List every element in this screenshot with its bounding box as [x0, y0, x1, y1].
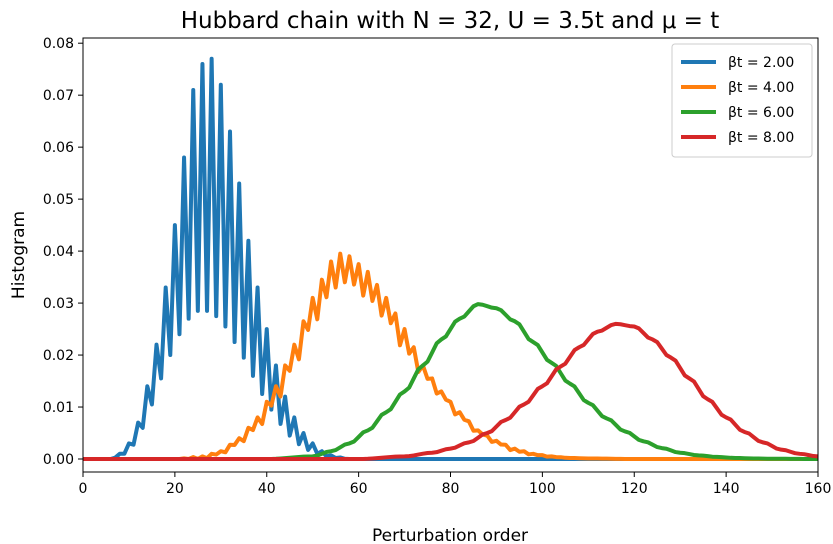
- x-tick-label: 40: [258, 481, 276, 497]
- x-tick-label: 60: [350, 481, 368, 497]
- x-axis-label: Perturbation order: [372, 526, 528, 544]
- x-tick-label: 160: [805, 481, 832, 497]
- x-tick-label: 120: [621, 481, 648, 497]
- series-line-3: [83, 321, 818, 462]
- legend-label: βt = 6.00: [728, 105, 794, 121]
- legend-box: [671, 43, 813, 158]
- series-line-1: [83, 251, 818, 462]
- x-tick-label: 100: [529, 481, 556, 497]
- legend-label: βt = 2.00: [728, 55, 794, 71]
- y-axis-label: Histogram: [9, 211, 29, 299]
- y-tick-label: 0.05: [43, 192, 74, 208]
- legend: βt = 2.00 βt = 4.00 βt = 6.00 βt = 8.00: [671, 43, 813, 158]
- x-tick-label: 80: [442, 481, 460, 497]
- y-tick-label: 0.02: [43, 348, 74, 364]
- y-tick-label: 0.04: [43, 244, 74, 260]
- y-tick-label: 0.08: [43, 36, 74, 52]
- y-tick-label: 0.06: [43, 140, 74, 156]
- legend-label: βt = 8.00: [728, 130, 794, 146]
- x-tick-label: 20: [166, 481, 184, 497]
- legend-label: βt = 4.00: [728, 80, 794, 96]
- y-tick-label: 0.07: [43, 88, 74, 104]
- y-tick-label: 0.03: [43, 296, 74, 312]
- x-axis: 0 20 40 60 80 100 120 140 160: [79, 472, 832, 497]
- x-tick-label: 0: [79, 481, 88, 497]
- chart-title: Hubbard chain with N = 32, U = 3.5t and …: [181, 8, 720, 34]
- y-tick-label: 0.00: [43, 452, 74, 468]
- y-tick-label: 0.01: [43, 400, 74, 416]
- y-axis: 0.00 0.01 0.02 0.03 0.04 0.05 0.06 0.07 0.08: [43, 36, 83, 468]
- x-tick-label: 140: [713, 481, 740, 497]
- series-line-2: [83, 302, 818, 462]
